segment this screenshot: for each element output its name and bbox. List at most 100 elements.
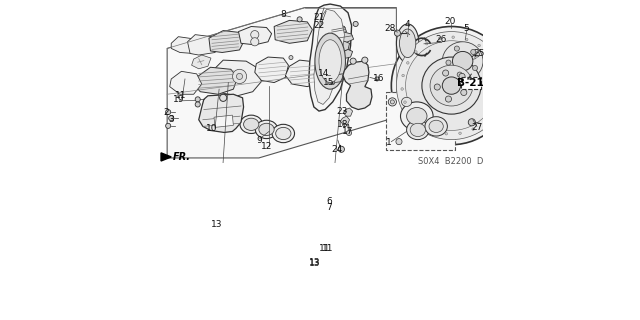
Circle shape	[426, 43, 428, 45]
Text: S0X4  B2200  D: S0X4 B2200 D	[418, 157, 483, 166]
Circle shape	[236, 73, 243, 79]
Text: 7: 7	[326, 204, 332, 212]
Text: 10: 10	[206, 124, 218, 133]
Circle shape	[166, 109, 171, 115]
Circle shape	[297, 17, 302, 22]
Polygon shape	[211, 60, 261, 96]
Polygon shape	[308, 4, 351, 111]
Circle shape	[470, 49, 476, 54]
Polygon shape	[255, 57, 289, 83]
Circle shape	[483, 120, 486, 123]
Polygon shape	[340, 116, 349, 124]
Polygon shape	[239, 27, 271, 45]
Text: 20: 20	[444, 17, 456, 27]
Ellipse shape	[319, 40, 341, 83]
Ellipse shape	[315, 33, 346, 89]
Circle shape	[465, 38, 468, 41]
Circle shape	[488, 53, 491, 56]
Ellipse shape	[406, 41, 497, 131]
Circle shape	[327, 72, 333, 78]
Text: 13: 13	[309, 260, 321, 268]
Circle shape	[478, 44, 481, 47]
Circle shape	[457, 72, 462, 77]
Text: 19: 19	[173, 95, 184, 104]
Circle shape	[251, 38, 259, 46]
Text: 8: 8	[280, 10, 286, 19]
Text: 3: 3	[168, 115, 174, 124]
Circle shape	[394, 30, 401, 36]
Polygon shape	[191, 55, 211, 69]
Polygon shape	[335, 41, 349, 52]
Text: 21: 21	[314, 13, 324, 22]
Polygon shape	[214, 115, 234, 127]
Circle shape	[401, 88, 403, 90]
Polygon shape	[199, 94, 244, 132]
Circle shape	[339, 146, 344, 152]
Ellipse shape	[244, 118, 259, 131]
Text: 24: 24	[331, 145, 342, 154]
Circle shape	[445, 96, 452, 102]
Polygon shape	[170, 71, 202, 94]
Circle shape	[500, 84, 502, 87]
Circle shape	[472, 128, 474, 130]
Text: 25: 25	[473, 49, 484, 58]
Ellipse shape	[396, 24, 419, 63]
Circle shape	[350, 58, 356, 64]
Text: 11: 11	[322, 244, 333, 253]
Circle shape	[232, 69, 246, 84]
Polygon shape	[336, 32, 354, 43]
Circle shape	[169, 116, 174, 121]
Ellipse shape	[396, 32, 506, 140]
Ellipse shape	[436, 36, 489, 87]
Text: 2: 2	[163, 108, 169, 117]
Polygon shape	[209, 31, 244, 52]
Polygon shape	[330, 24, 346, 35]
Polygon shape	[343, 61, 372, 109]
Ellipse shape	[391, 27, 511, 145]
Circle shape	[251, 31, 259, 39]
Ellipse shape	[240, 115, 262, 133]
Ellipse shape	[406, 120, 429, 140]
Circle shape	[375, 77, 379, 81]
Text: 5: 5	[463, 24, 468, 33]
Circle shape	[406, 61, 409, 64]
Circle shape	[346, 131, 351, 136]
Polygon shape	[167, 8, 396, 158]
Text: 15: 15	[323, 78, 335, 87]
FancyBboxPatch shape	[386, 92, 455, 150]
Text: FR.: FR.	[173, 152, 191, 162]
Text: 1: 1	[386, 138, 392, 147]
Circle shape	[402, 74, 404, 77]
Text: 17: 17	[342, 127, 354, 136]
Ellipse shape	[255, 120, 278, 139]
Ellipse shape	[430, 65, 473, 106]
Polygon shape	[285, 60, 324, 87]
Circle shape	[474, 52, 479, 57]
Circle shape	[498, 98, 500, 100]
Text: 16: 16	[373, 75, 385, 84]
Polygon shape	[274, 20, 312, 43]
Text: 27: 27	[471, 123, 483, 132]
Polygon shape	[161, 153, 172, 161]
Ellipse shape	[406, 108, 427, 125]
Text: 4: 4	[405, 20, 410, 29]
FancyBboxPatch shape	[461, 77, 481, 89]
Circle shape	[410, 113, 413, 115]
Circle shape	[331, 81, 335, 84]
Circle shape	[195, 102, 200, 107]
Ellipse shape	[276, 127, 291, 140]
Text: 22: 22	[314, 21, 324, 30]
Polygon shape	[172, 37, 199, 53]
Circle shape	[446, 60, 451, 65]
Circle shape	[289, 56, 293, 60]
Ellipse shape	[401, 97, 412, 107]
Circle shape	[195, 97, 200, 102]
Text: 11: 11	[175, 91, 186, 100]
Text: 12: 12	[261, 142, 272, 151]
Circle shape	[420, 123, 422, 125]
Circle shape	[468, 119, 476, 126]
Text: 6: 6	[326, 197, 332, 206]
Circle shape	[452, 36, 454, 38]
Polygon shape	[340, 49, 353, 59]
Ellipse shape	[401, 102, 433, 131]
